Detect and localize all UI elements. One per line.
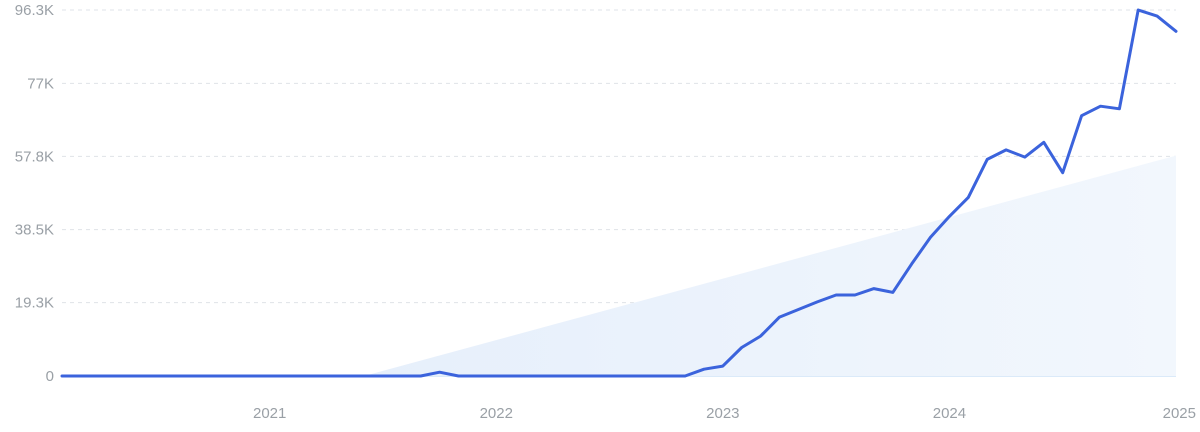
y-axis-ticks: 0 19.3K 38.5K 57.8K 77K 96.3K [15, 2, 54, 385]
x-axis-ticks: 2021 2022 2023 2024 2025 [253, 405, 1196, 422]
y-tick-label: 96.3K [15, 2, 54, 19]
x-tick-label: 2022 [480, 405, 513, 422]
y-tick-label: 38.5K [15, 222, 54, 239]
y-tick-label: 77K [27, 75, 54, 92]
x-tick-label: 2024 [933, 405, 966, 422]
y-tick-label: 57.8K [15, 148, 54, 165]
series-layer [60, 8, 1178, 378]
y-tick-label: 19.3K [15, 295, 54, 312]
x-tick-label: 2025 [1163, 405, 1196, 422]
trend-area [364, 155, 1176, 376]
y-tick-label: 0 [46, 368, 54, 385]
x-tick-label: 2021 [253, 405, 286, 422]
trend-layer [364, 155, 1176, 376]
x-tick-label: 2023 [706, 405, 739, 422]
series-line [60, 8, 1178, 378]
